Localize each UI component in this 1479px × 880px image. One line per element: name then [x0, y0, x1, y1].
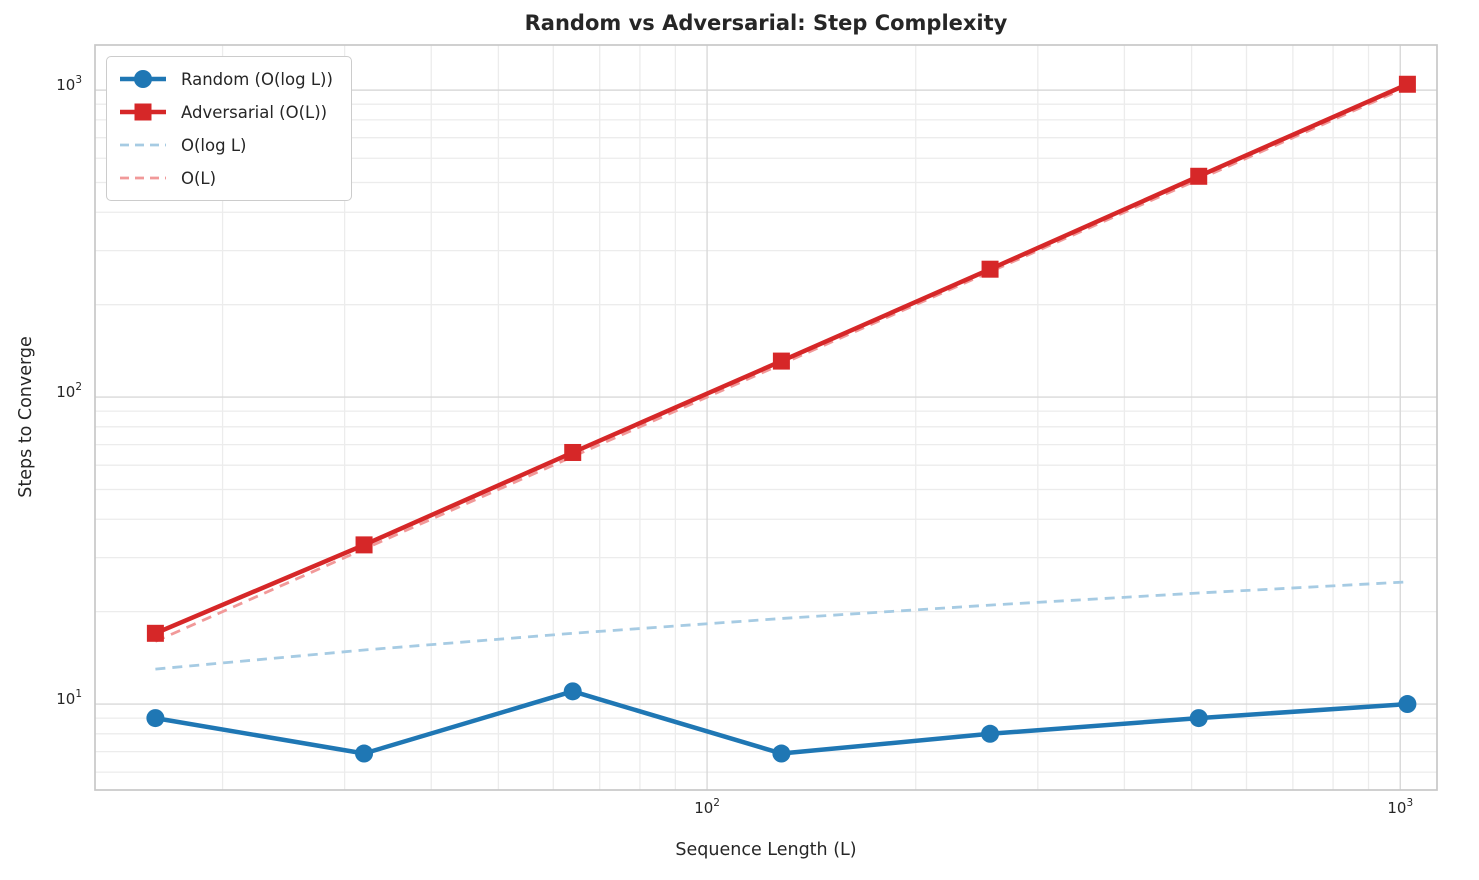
- y-tick-label: 102: [56, 381, 82, 402]
- y-tick-label: 103: [56, 74, 82, 95]
- legend-label: Adversarial (O(L)): [181, 102, 328, 122]
- legend-swatch-dashed-line-icon: [120, 176, 166, 180]
- data-point-square: [1398, 75, 1416, 93]
- data-point-square: [564, 443, 582, 461]
- data-point-circle: [1189, 709, 1208, 728]
- data-point-circle: [355, 744, 374, 763]
- x-axis-label: Sequence Length (L): [675, 840, 857, 860]
- data-point-circle: [981, 724, 1000, 743]
- axes-spine: [94, 44, 1438, 791]
- data-point-square: [355, 536, 373, 554]
- data-point-circle: [1398, 695, 1417, 714]
- legend-swatch-circle-icon: [120, 70, 166, 88]
- y-tick-label: 101: [56, 688, 82, 709]
- x-tick-label: 102: [694, 797, 720, 817]
- legend: Random (O(log L)) Adversarial (O(L)) O(log…: [106, 56, 352, 201]
- legend-item-o-l-: O(L): [118, 165, 333, 191]
- data-point-circle: [146, 709, 165, 728]
- data-point-circle: [772, 744, 791, 763]
- legend-label: O(log L): [181, 135, 247, 155]
- legend-label: O(L): [181, 168, 217, 188]
- legend-swatch-square-icon: [120, 103, 166, 121]
- legend-swatch-dashed-line-icon: [120, 143, 166, 147]
- tick-exponent: 3: [1406, 797, 1414, 809]
- data-point-square: [981, 260, 999, 278]
- legend-item-o-log-l-: O(log L): [118, 132, 333, 158]
- tick-exponent: 2: [713, 797, 720, 809]
- series-line-random-o-log-l-: [155, 689, 1408, 756]
- data-point-square: [772, 352, 790, 370]
- series-line-o-log-l-: [155, 580, 1408, 671]
- data-point-square: [1190, 167, 1208, 185]
- legend-label: Random (O(log L)): [181, 69, 333, 89]
- legend-item-random-o-log-l-: Random (O(log L)): [118, 66, 333, 92]
- data-point-circle: [563, 682, 582, 701]
- tick-exponent: 2: [75, 381, 82, 394]
- chart-title: Random vs Adversarial: Step Complexity: [524, 11, 1008, 35]
- tick-exponent: 1: [75, 688, 82, 701]
- data-point-square: [146, 624, 164, 642]
- legend-item-adversarial-o-l-: Adversarial (O(L)): [118, 99, 333, 125]
- x-tick-label: 103: [1387, 797, 1414, 817]
- tick-exponent: 3: [75, 74, 82, 87]
